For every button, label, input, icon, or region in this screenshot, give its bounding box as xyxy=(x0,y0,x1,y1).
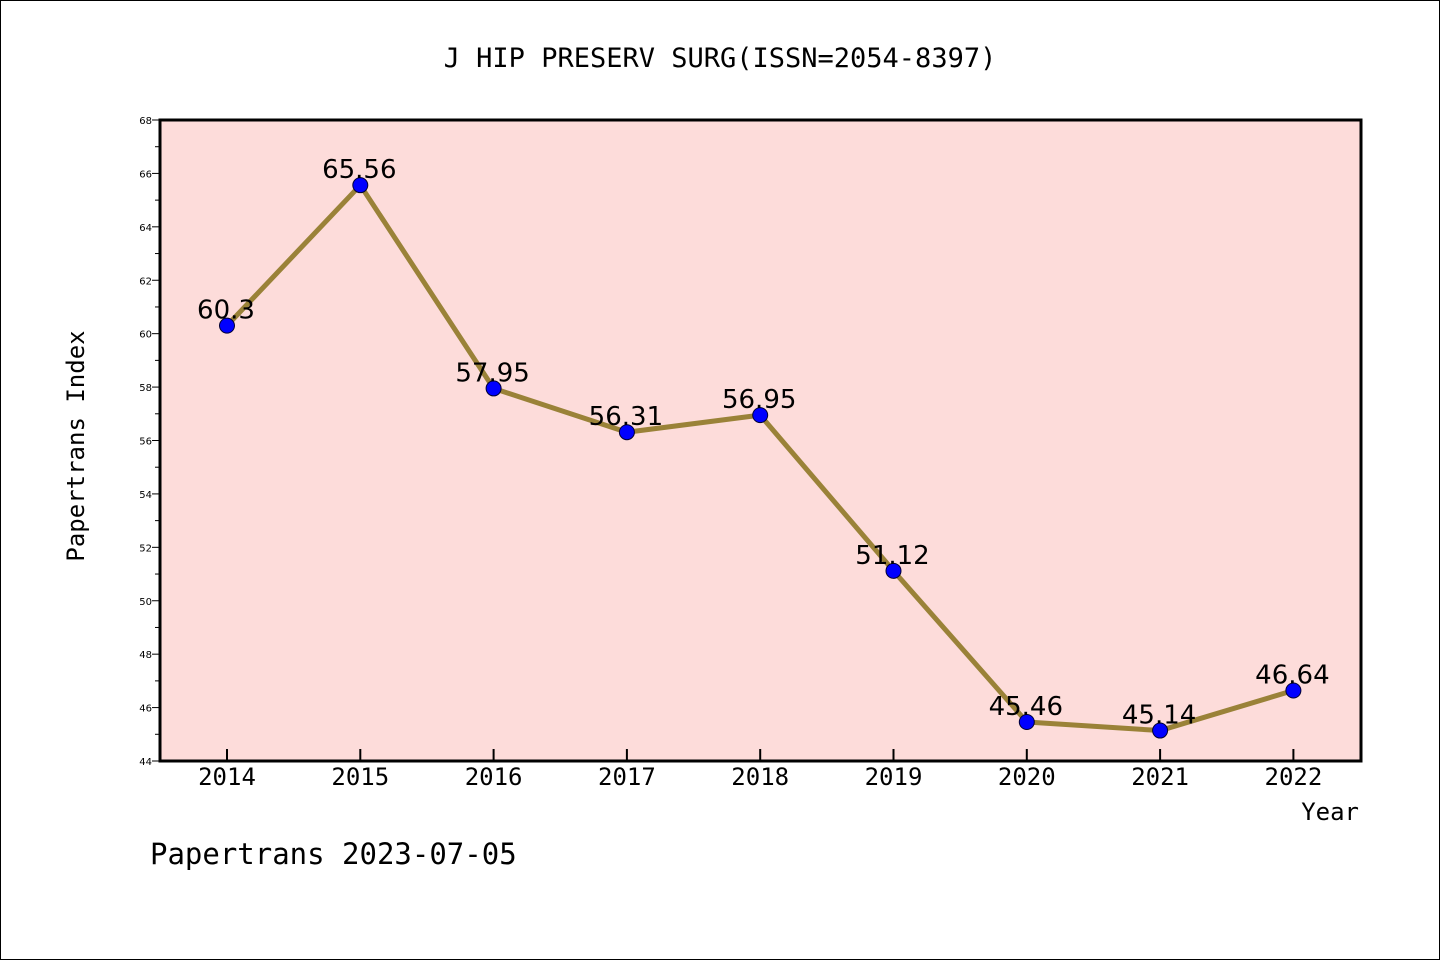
data-value-label: 60.3 xyxy=(197,296,255,326)
y-tick-label: 58 xyxy=(139,383,152,394)
data-value-label: 57.95 xyxy=(455,358,529,388)
y-tick-label: 48 xyxy=(139,650,152,661)
plot-border xyxy=(158,118,1363,763)
x-tick-label: 2017 xyxy=(598,763,656,791)
data-value-label: 56.95 xyxy=(722,385,796,415)
data-point-marker xyxy=(1285,682,1302,699)
data-value-label: 46.64 xyxy=(1255,660,1329,690)
chart-title: J HIP PRESERV SURG(ISSN=2054-8397) xyxy=(444,43,997,74)
data-value-label: 56.31 xyxy=(589,402,663,432)
plot-area xyxy=(160,120,1361,761)
data-point-marker xyxy=(618,424,635,441)
data-labels: 60.3 65.56 57.95 56.31 56.95 51.12 45.46 45.14 4… xyxy=(197,155,1330,730)
data-point-marker xyxy=(1018,714,1035,731)
x-tick-label: 2021 xyxy=(1131,763,1189,791)
y-tick-label: 68 xyxy=(139,116,152,127)
data-value-label: 65.56 xyxy=(322,155,396,185)
y-tick-label: 44 xyxy=(139,757,152,768)
data-point-marker xyxy=(219,317,235,334)
y-tick-label: 46 xyxy=(139,704,152,715)
footer-date-label: Papertrans 2023-07-05 xyxy=(150,837,517,871)
y-tick-label: 54 xyxy=(139,490,152,501)
y-tick-label: 56 xyxy=(139,437,152,448)
y-axis-ticks: 44 46 48 50 52 54 56 58 60 62 64 66 68 xyxy=(139,116,160,768)
y-axis-label: Papertrans Index xyxy=(62,330,90,561)
x-tick-label: 2018 xyxy=(731,763,789,791)
data-value-label: 45.46 xyxy=(989,692,1063,722)
y-tick-label: 52 xyxy=(139,543,152,554)
x-tick-label: 2020 xyxy=(998,763,1056,791)
data-value-label: 51.12 xyxy=(855,541,929,571)
x-axis-label: Year xyxy=(1301,798,1359,826)
data-point-marker xyxy=(352,177,369,194)
data-point-marker xyxy=(885,562,902,579)
x-axis-ticks: 2014 2015 2016 2017 2018 2019 2020 2021 2022 xyxy=(198,749,1322,791)
data-point-marker xyxy=(1152,722,1169,739)
data-point-marker xyxy=(485,380,502,397)
data-point-marker xyxy=(752,407,769,424)
y-tick-label: 64 xyxy=(139,223,152,234)
x-tick-label: 2014 xyxy=(198,763,256,791)
data-markers xyxy=(219,177,1302,739)
y-tick-label: 62 xyxy=(139,276,152,287)
x-tick-label: 2015 xyxy=(331,763,389,791)
y-tick-label: 60 xyxy=(139,330,152,341)
x-tick-label: 2022 xyxy=(1265,763,1323,791)
y-tick-label: 50 xyxy=(139,597,152,608)
x-tick-label: 2019 xyxy=(865,763,923,791)
x-tick-label: 2016 xyxy=(465,763,523,791)
y-tick-label: 66 xyxy=(139,169,152,180)
data-value-label: 45.14 xyxy=(1122,701,1196,731)
